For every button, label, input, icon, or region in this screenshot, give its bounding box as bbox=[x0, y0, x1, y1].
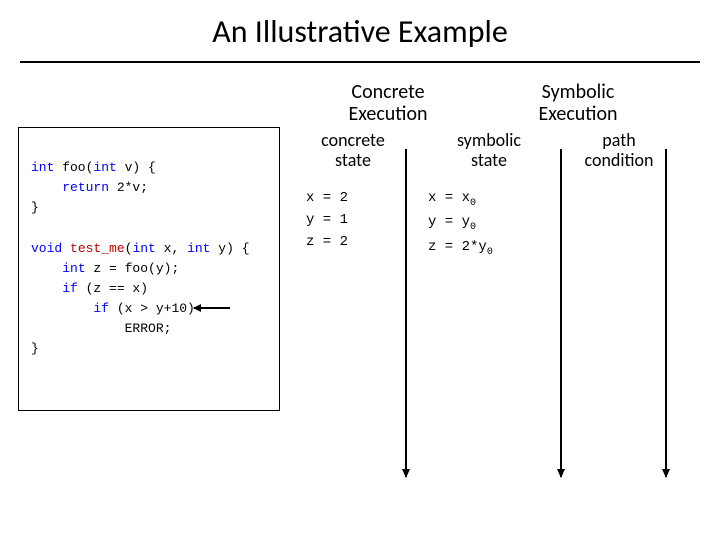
exec-heads: Concrete Execution Symbolic Execution bbox=[298, 81, 702, 125]
head-concrete-l1: Concrete bbox=[298, 81, 478, 103]
kw-int: int bbox=[187, 241, 210, 256]
page-title: An Illustrative Example bbox=[0, 0, 720, 61]
kw-if: if bbox=[62, 281, 78, 296]
code-text: } bbox=[31, 341, 39, 356]
vertical-divider-arrow bbox=[405, 149, 407, 477]
concrete-col: x = 2 y = 1 z = 2 bbox=[298, 187, 408, 261]
code-text: z = foo(y); bbox=[86, 261, 180, 276]
symbolic-col: x = x0 y = y0 z = 2*y0 bbox=[408, 187, 558, 261]
fn-name: test_me bbox=[70, 241, 125, 256]
code-text: y) { bbox=[210, 241, 249, 256]
kw-void: void bbox=[31, 241, 62, 256]
pointer-arrow bbox=[194, 267, 241, 350]
code-text: } bbox=[31, 200, 39, 215]
head-symbolic-l1: Symbolic bbox=[478, 81, 678, 103]
code-indent bbox=[31, 261, 62, 276]
code-indent bbox=[31, 281, 62, 296]
content-area: int foo(int v) { return 2*v; } void test… bbox=[0, 81, 720, 411]
head-symbolic: Symbolic Execution bbox=[478, 81, 678, 125]
execution-panel: Concrete Execution Symbolic Execution co… bbox=[280, 81, 702, 411]
symb-text: y = y bbox=[428, 214, 470, 230]
sub-path: path condition bbox=[564, 131, 674, 171]
sub-symb-l2: state bbox=[414, 151, 564, 171]
kw-if: if bbox=[93, 301, 109, 316]
sub-symbolic: symbolic state bbox=[414, 131, 564, 171]
code-text: ERROR; bbox=[31, 321, 171, 336]
head-concrete: Concrete Execution bbox=[298, 81, 478, 125]
code-text: (x > y+10) bbox=[109, 301, 195, 316]
code-text: v) { bbox=[117, 160, 156, 175]
code-box: int foo(int v) { return 2*v; } void test… bbox=[18, 127, 280, 411]
sub-conc-l1: concrete bbox=[298, 131, 408, 151]
subscript: 0 bbox=[470, 222, 476, 233]
head-symbolic-l2: Execution bbox=[478, 103, 678, 125]
kw-return: return bbox=[62, 180, 109, 195]
vertical-divider-arrow bbox=[560, 149, 562, 477]
code-text: foo( bbox=[54, 160, 93, 175]
code-text: 2*v; bbox=[109, 180, 148, 195]
sub-path-l1: path bbox=[564, 131, 674, 151]
symb-text: z = 2*y bbox=[428, 239, 487, 255]
kw-int: int bbox=[132, 241, 155, 256]
code-indent bbox=[31, 180, 62, 195]
kw-int: int bbox=[62, 261, 85, 276]
symb-row: x = x0 bbox=[428, 187, 558, 212]
subscript: 0 bbox=[470, 197, 476, 208]
code-text: x, bbox=[156, 241, 187, 256]
vertical-divider-arrow bbox=[665, 149, 667, 477]
subscript: 0 bbox=[487, 247, 493, 258]
sub-path-l2: condition bbox=[564, 151, 674, 171]
symb-text: x = x bbox=[428, 190, 470, 206]
code-text: (z == x) bbox=[78, 281, 148, 296]
sub-symb-l1: symbolic bbox=[414, 131, 564, 151]
kw-int: int bbox=[93, 160, 116, 175]
conc-row: x = 2 bbox=[306, 187, 408, 209]
conc-row: y = 1 bbox=[306, 209, 408, 231]
symb-row: z = 2*y0 bbox=[428, 236, 558, 261]
conc-row: z = 2 bbox=[306, 231, 408, 253]
sub-conc-l2: state bbox=[298, 151, 408, 171]
code-text bbox=[62, 241, 70, 256]
code-indent bbox=[31, 301, 93, 316]
head-concrete-l2: Execution bbox=[298, 103, 478, 125]
title-divider bbox=[20, 61, 700, 63]
state-table: x = 2 y = 1 z = 2 x = x0 y = y0 z = 2*y0 bbox=[298, 187, 702, 261]
kw-int: int bbox=[31, 160, 54, 175]
sub-concrete: concrete state bbox=[298, 131, 408, 171]
symb-row: y = y0 bbox=[428, 211, 558, 236]
sub-heads: concrete state symbolic state path condi… bbox=[298, 131, 702, 171]
